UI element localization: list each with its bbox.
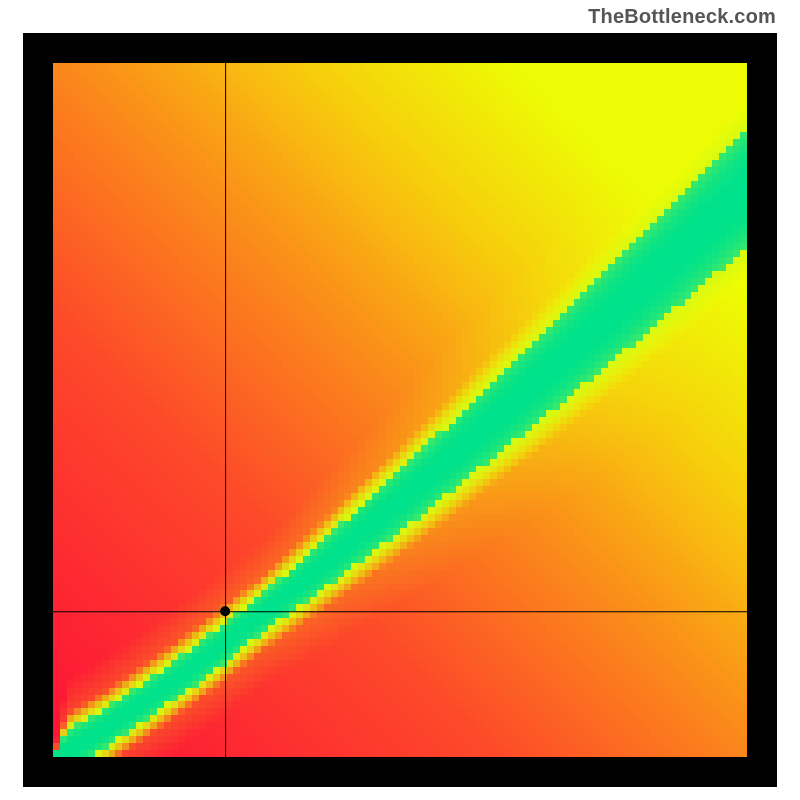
crosshair-overlay [53, 63, 747, 757]
chart-container: TheBottleneck.com [0, 0, 800, 800]
plot-frame [23, 33, 777, 787]
attribution-text: TheBottleneck.com [588, 6, 776, 29]
